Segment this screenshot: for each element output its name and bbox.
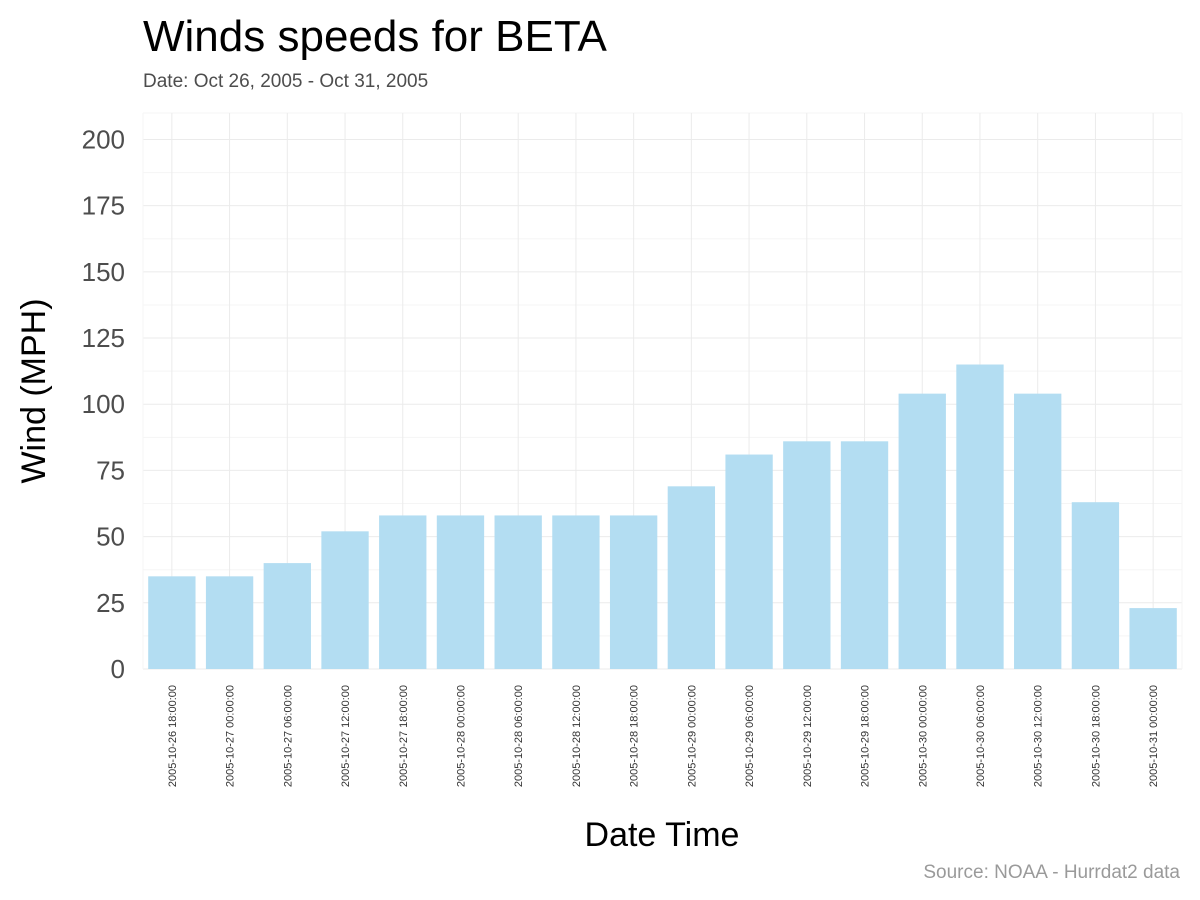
x-tick-label: 2005-10-28 18:00:00 bbox=[629, 685, 641, 787]
y-tick-label: 200 bbox=[82, 124, 125, 154]
bar bbox=[1071, 502, 1120, 669]
x-tick-label: 2005-10-30 12:00:00 bbox=[1033, 685, 1045, 787]
bar bbox=[321, 531, 369, 669]
bar bbox=[263, 563, 311, 669]
y-axis-title: Wind (MPH) bbox=[15, 298, 53, 483]
x-tick-label: 2005-10-27 12:00:00 bbox=[340, 685, 352, 787]
x-tick-label: 2005-10-30 00:00:00 bbox=[917, 685, 929, 787]
bar bbox=[1129, 608, 1177, 669]
x-tick-label: 2005-10-27 06:00:00 bbox=[282, 685, 294, 787]
x-tick-label: 2005-10-27 18:00:00 bbox=[398, 685, 410, 787]
x-tick-label: 2005-10-26 18:00:00 bbox=[167, 685, 179, 787]
y-tick-label: 0 bbox=[111, 654, 125, 684]
x-tick-label: 2005-10-30 06:00:00 bbox=[975, 685, 987, 787]
y-tick-label: 100 bbox=[82, 389, 125, 419]
bar bbox=[898, 393, 946, 669]
bar bbox=[148, 576, 196, 669]
y-tick-label: 75 bbox=[96, 455, 125, 485]
bar bbox=[956, 364, 1004, 669]
x-tick-label: 2005-10-30 18:00:00 bbox=[1090, 685, 1102, 787]
chart-subtitle: Date: Oct 26, 2005 - Oct 31, 2005 bbox=[143, 71, 429, 92]
bar bbox=[725, 454, 773, 669]
x-tick-label: 2005-10-29 06:00:00 bbox=[744, 685, 756, 787]
x-tick-label: 2005-10-29 00:00:00 bbox=[686, 685, 698, 787]
x-axis-title: Date Time bbox=[585, 816, 740, 854]
grid bbox=[142, 112, 1183, 670]
y-tick-label: 150 bbox=[82, 257, 125, 287]
bar bbox=[552, 515, 600, 669]
x-tick-label: 2005-10-29 12:00:00 bbox=[802, 685, 814, 787]
x-tick-label: 2005-10-28 06:00:00 bbox=[513, 685, 525, 787]
bar bbox=[205, 576, 254, 669]
y-axis-ticks: 0 25 50 75 100 125 150 175 200 bbox=[82, 124, 125, 684]
bar bbox=[609, 515, 658, 669]
x-tick-label: 2005-10-29 18:00:00 bbox=[860, 685, 872, 787]
bar bbox=[1014, 393, 1062, 669]
bar bbox=[494, 515, 542, 669]
bars bbox=[148, 364, 1177, 669]
y-tick-label: 25 bbox=[96, 588, 125, 618]
x-axis-ticks: 2005-10-26 18:00:00 2005-10-27 00:00:00 20… bbox=[167, 685, 1160, 787]
x-tick-label: 2005-10-27 00:00:00 bbox=[225, 685, 237, 787]
y-tick-label: 50 bbox=[96, 522, 125, 552]
bar bbox=[436, 515, 485, 669]
x-tick-label: 2005-10-28 12:00:00 bbox=[571, 685, 583, 787]
bar bbox=[379, 515, 427, 669]
y-tick-label: 175 bbox=[82, 191, 125, 221]
bar bbox=[783, 441, 831, 669]
x-tick-label: 2005-10-31 00:00:00 bbox=[1148, 685, 1160, 787]
x-tick-label: 2005-10-28 00:00:00 bbox=[455, 685, 467, 787]
chart-caption: Source: NOAA - Hurrdat2 data bbox=[923, 862, 1180, 883]
chart-title: Winds speeds for BETA bbox=[143, 12, 607, 61]
y-tick-label: 125 bbox=[82, 323, 125, 353]
bar bbox=[840, 441, 889, 669]
bar bbox=[667, 486, 716, 669]
